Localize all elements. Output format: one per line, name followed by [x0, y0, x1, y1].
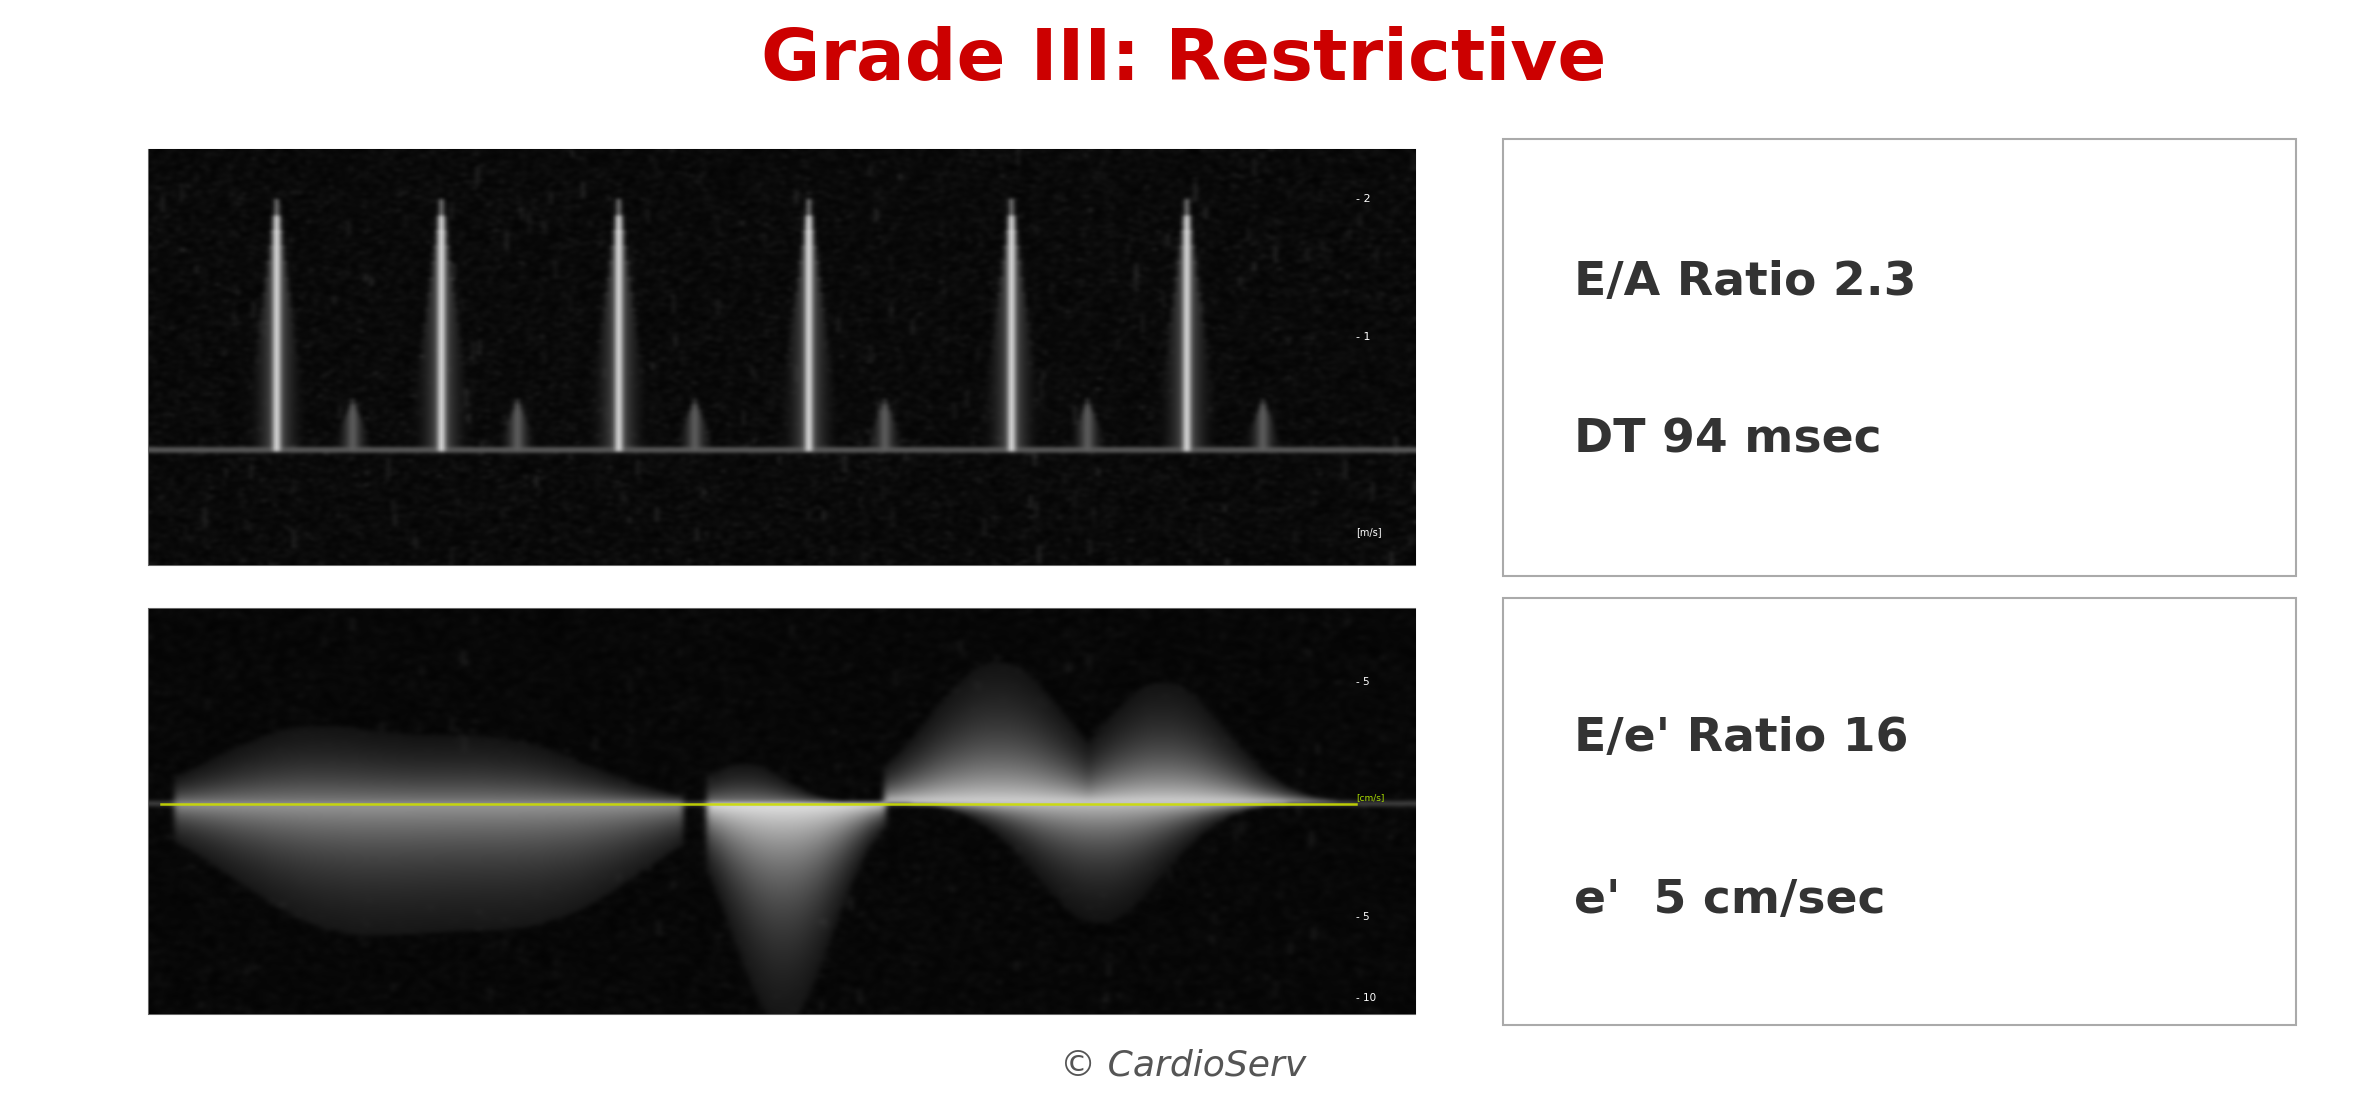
FancyBboxPatch shape [1503, 598, 2296, 1025]
FancyBboxPatch shape [149, 150, 1415, 565]
Text: Grade III: Restrictive: Grade III: Restrictive [760, 27, 1607, 95]
Text: E/A Ratio 2.3: E/A Ratio 2.3 [1574, 260, 1917, 305]
Text: E/e' Ratio 16: E/e' Ratio 16 [1574, 716, 1908, 761]
Text: - 10: - 10 [1356, 993, 1378, 1003]
FancyBboxPatch shape [1503, 138, 2296, 576]
Text: - 2: - 2 [1356, 194, 1370, 205]
Text: - 5: - 5 [1356, 677, 1370, 687]
Text: - 1: - 1 [1356, 331, 1370, 341]
Text: © CardioServ: © CardioServ [1060, 1049, 1307, 1083]
FancyBboxPatch shape [149, 609, 1415, 1014]
Text: - 5: - 5 [1356, 912, 1370, 922]
Text: [m/s]: [m/s] [1356, 526, 1382, 537]
Text: e'  5 cm/sec: e' 5 cm/sec [1574, 878, 1886, 923]
Text: DT 94 msec: DT 94 msec [1574, 418, 1882, 463]
Text: [cm/s]: [cm/s] [1356, 793, 1385, 802]
